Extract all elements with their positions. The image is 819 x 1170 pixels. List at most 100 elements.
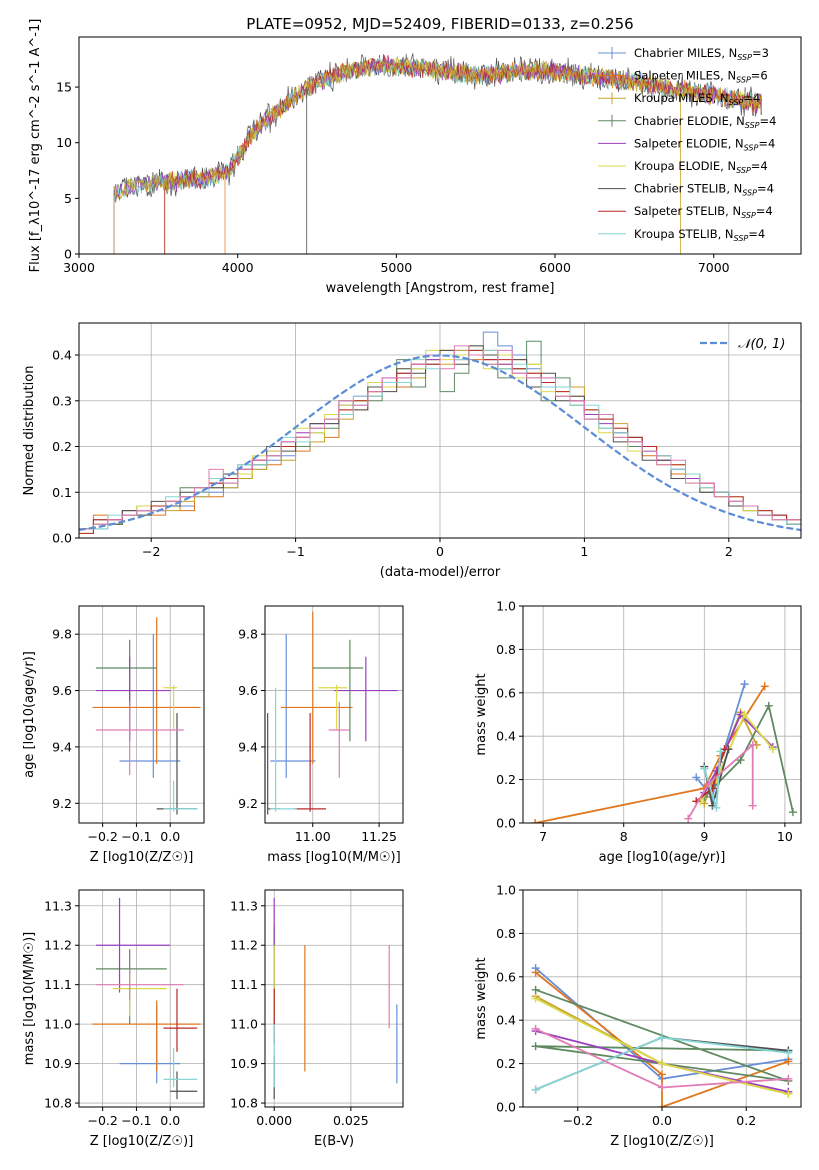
y-tick-label: 0.4 [496,729,516,744]
x-axis-label: Z [log10(Z/Z☉)] [610,1134,714,1149]
x-tick-label: 11.25 [361,829,397,844]
data-point [704,779,713,788]
data-point [658,1070,666,1079]
legend-label: Kroupa MILES, NSSP=4 [634,91,760,107]
y-tick-label: 0.6 [496,969,516,984]
plot-area [267,611,398,815]
spectrum-line [113,56,762,254]
y-axis-label: age [log10(age/yr)] [22,651,37,778]
plot-area [113,53,762,254]
y-axis-label: Flux [f_λ10^-17 erg cm^-2 s^-1 A^-1] [28,19,43,273]
x-tick-label: 8 [620,829,628,844]
panel-mass-vs-EBV: 0.000 0.025 10.8 10.9 11.0 11.1 11.2 11.3 E(B-V) [230,889,404,1149]
y-tick-label: 0.4 [52,348,72,363]
y-tick-label: 9.6 [238,683,258,698]
legend-label: Salpeter STELIB, NSSP=4 [634,204,773,220]
data-point [531,819,540,823]
data-point [748,801,757,810]
data-point [720,745,729,754]
y-tick-label: 9.8 [238,627,258,642]
legend-label: Salpeter MILES, NSSP=6 [634,69,768,85]
legend-label: Chabrier MILES, NSSP=3 [634,46,769,62]
legend-label: Kroupa ELODIE, NSSP=4 [634,159,768,175]
spectrum-line [113,53,762,254]
y-tick-label: 10 [56,135,72,150]
data-point [658,1103,666,1107]
y-tick-label: 11.1 [44,977,72,992]
legend: Chabrier MILES, NSSP=3 Salpeter MILES, NS… [598,46,776,243]
x-tick-label: −1 [286,544,304,559]
y-tick-label: 0.8 [496,926,516,941]
y-axis-label: mass weight [474,673,489,755]
data-point [692,773,701,782]
y-tick-label: 11.3 [230,898,258,913]
x-tick-label: 7000 [698,260,730,275]
data-point [700,764,709,773]
mass-weight-line [687,742,754,820]
y-tick-label: 0.3 [52,393,72,408]
y-tick-label: 9.6 [52,683,72,698]
x-tick-label: 0.025 [333,1113,369,1128]
data-point [748,740,757,749]
data-point [764,701,773,710]
data-point [784,1089,793,1098]
data-point [736,756,745,765]
y-tick-label: 11.0 [230,1017,258,1032]
plot-area [92,897,201,1100]
x-tick-label: −0.1 [121,1113,151,1128]
axes-frame [78,605,205,824]
y-tick-label: 11.1 [230,977,258,992]
data-point [531,968,540,977]
x-tick-label: 0.000 [256,1113,292,1128]
data-point [658,1033,666,1042]
y-tick-label: 10.9 [230,1056,258,1071]
data-point [531,1042,540,1051]
y-tick-label: 0 [64,247,72,262]
x-tick-label: 5000 [380,260,412,275]
data-point [531,985,540,994]
figure-title: PLATE=0952, MJD=52409, FIBERID=0133, z=0… [246,15,633,33]
data-point [531,1024,540,1033]
y-tick-label: 0.2 [52,439,72,454]
x-tick-label: 10 [777,829,793,844]
mass-weight-line [534,685,766,823]
y-tick-label: 5 [64,191,72,206]
x-tick-label: 4000 [222,260,254,275]
x-tick-label: 0.2 [736,1113,756,1128]
x-axis-label: age [log10(age/yr)] [599,850,726,865]
y-tick-label: 0.2 [496,772,516,787]
y-tick-label: 11.2 [230,938,258,953]
y-tick-label: 11.2 [44,938,72,953]
x-tick-label: 1 [580,544,588,559]
axes-frame [522,605,802,824]
axes-frame [78,889,205,1108]
y-tick-label: 0.0 [496,1100,516,1115]
panel-spectrum: Chabrier MILES, NSSP=3 Salpeter MILES, NS… [28,19,802,296]
panel-age-vs-Z: −0.2 −0.1 0.0 9.2 9.4 9.6 9.8 Z [log10(Z/Z☉)] ag… [22,605,205,865]
y-tick-label: 9.2 [52,796,72,811]
x-tick-label: −2 [142,544,160,559]
data-point [768,745,777,754]
x-tick-label: 2 [725,544,733,559]
panel-mass-weight-vs-age: 7 8 9 10 0.0 0.2 0.4 0.6 0.8 1.0 age [log10(age/yr… [474,599,802,865]
axes-frame [78,36,802,255]
x-tick-label: −0.2 [87,829,117,844]
y-axis-label: mass [log10(M/M☉)] [22,932,37,1065]
x-tick-label: 9 [700,829,708,844]
y-tick-label: 0.2 [496,1056,516,1071]
x-tick-label: −0.2 [563,1113,593,1128]
y-tick-label: 1.0 [496,883,516,898]
x-axis-label: (data-model)/error [380,565,501,580]
legend-label: Kroupa STELIB, NSSP=4 [634,227,765,243]
data-point [784,1057,793,1066]
plot-area [531,680,797,823]
panel-residuals: 𝒩(0, 1) −2 −1 0 1 2 0.0 0.1 0.2 0.3 0.4 (data-model… [22,322,802,580]
legend-label: Salpeter ELODIE, NSSP=4 [634,136,775,152]
panels: Chabrier MILES, NSSP=3 Salpeter MILES, NS… [22,19,802,1149]
x-tick-label: 11.00 [295,829,331,844]
plot-area [79,331,801,538]
y-tick-label: 15 [56,80,72,95]
y-tick-label: 0.6 [496,685,516,700]
x-tick-label: 0.0 [160,1113,180,1128]
